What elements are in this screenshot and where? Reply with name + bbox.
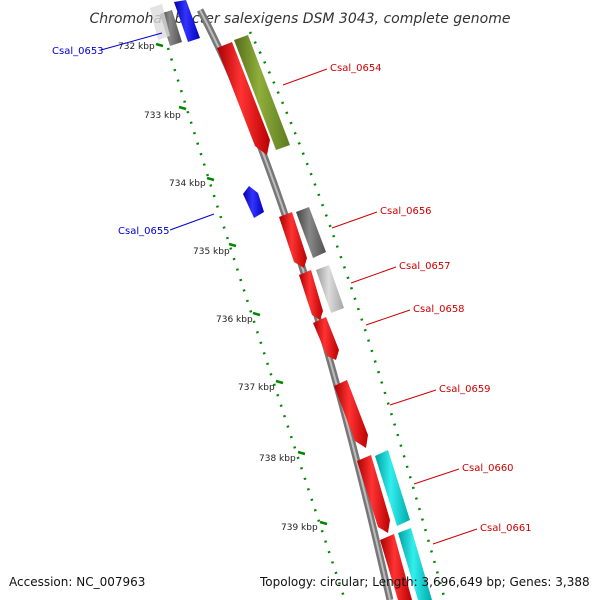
tick-label-736: 736 kbp [216, 315, 253, 325]
feature-lightgray-top [150, 4, 170, 40]
leader-csal-0658 [365, 309, 411, 326]
tick-label-734: 734 kbp [169, 179, 206, 189]
gene-csal-0654[interactable] [217, 42, 270, 155]
leader-csal-0659 [389, 389, 437, 406]
tick-mark [252, 311, 261, 317]
tick-mark [275, 379, 284, 385]
leader-csal-0660 [413, 468, 460, 485]
label-csal-0654[interactable]: Csal_0654 [330, 63, 382, 74]
gene-csal-0655[interactable] [243, 186, 264, 218]
gene-csal-0653[interactable] [174, 0, 200, 42]
leader-csal-0655 [169, 213, 215, 231]
label-csal-0653[interactable]: Csal_0653 [52, 46, 104, 57]
accession-text: Accession: NC_007963 [9, 575, 145, 589]
label-csal-0655[interactable]: Csal_0655 [118, 226, 170, 237]
tick-mark [297, 450, 306, 456]
map-title: Chromohalobacter salexigens DSM 3043, co… [90, 11, 511, 27]
label-csal-0659[interactable]: Csal_0659 [439, 384, 491, 395]
gene-csal-0659[interactable] [334, 380, 368, 448]
genome-backbone-highlight [199, 9, 391, 600]
tick-label-732: 732 kbp [118, 42, 155, 52]
feature-cyan-0661 [398, 528, 432, 600]
feature-lightgray-0657 [316, 265, 344, 313]
leader-csal-0656 [331, 211, 378, 229]
feature-green-0654 [234, 35, 290, 150]
leader-csal-0653 [100, 32, 163, 51]
label-csal-0656[interactable]: Csal_0656 [380, 206, 432, 217]
gc-skew-track-right [248, 31, 447, 600]
leader-csal-0661 [432, 528, 478, 545]
label-csal-0661[interactable]: Csal_0661 [480, 523, 532, 534]
tick-label-733: 733 kbp [144, 111, 181, 121]
label-csal-0657[interactable]: Csal_0657 [399, 261, 451, 272]
gene-csal-0660[interactable] [357, 455, 390, 533]
gene-csal-0656[interactable] [279, 212, 307, 268]
tick-mark [228, 242, 237, 248]
leader-csal-0657 [350, 266, 397, 284]
tick-mark [319, 520, 328, 526]
tick-label-737: 737 kbp [238, 383, 275, 393]
tick-mark [178, 105, 187, 111]
tick-marks [155, 42, 328, 526]
label-csal-0658[interactable]: Csal_0658 [413, 304, 465, 315]
leader-csal-0654 [282, 68, 328, 86]
gene-csal-0661[interactable] [380, 534, 412, 600]
genome-backbone [196, 8, 394, 600]
tick-label-735: 735 kbp [193, 247, 230, 257]
tick-mark [206, 176, 215, 182]
feature-gray-0656 [296, 207, 326, 258]
label-csal-0660[interactable]: Csal_0660 [462, 463, 514, 474]
genome-summary-text: Topology: circular; Length: 3,696,649 bp… [259, 575, 590, 589]
gene-csal-0657[interactable] [299, 270, 323, 320]
tick-label-739: 739 kbp [281, 523, 318, 533]
tick-mark [155, 42, 164, 48]
feature-cyan-0660 [375, 450, 410, 526]
gene-csal-0658[interactable] [313, 317, 339, 360]
tick-label-738: 738 kbp [259, 454, 296, 464]
